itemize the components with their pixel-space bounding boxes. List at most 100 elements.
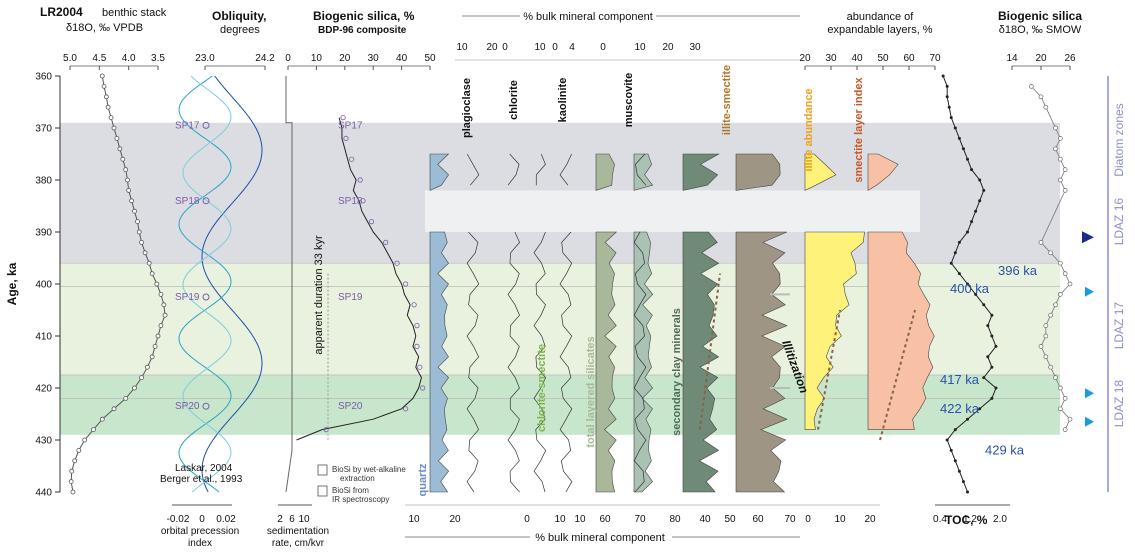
- lr04-point: [72, 458, 78, 464]
- mineral-label-quartz: quartz: [417, 463, 429, 497]
- precession-curve-2: [182, 75, 232, 493]
- o18-point: [1043, 323, 1049, 328]
- mineral-label-total layered silicates: total layered silicates: [585, 336, 597, 447]
- biosi-ir-point: [402, 281, 409, 287]
- lr04-axis-tick-label: 4.0: [122, 53, 136, 64]
- mineral-line-chlorite-smectite: [535, 153, 546, 186]
- toc-point: [974, 209, 978, 213]
- lr04-point: [149, 271, 155, 277]
- biosi-axis-tick-label: 40: [396, 53, 408, 64]
- minerals-top-tick: 0: [502, 42, 508, 53]
- toc-point: [970, 220, 974, 224]
- precession-tick-label: 0: [199, 514, 205, 525]
- lr04-axis-tick-label: 5.0: [63, 53, 77, 64]
- biosi-ir-point: [340, 115, 346, 121]
- legend-box-2: [317, 485, 328, 497]
- mineral-fill-total layered silicates: [595, 153, 615, 191]
- minerals-top-tick: 4: [569, 42, 575, 53]
- toc-point: [945, 95, 949, 99]
- o18-point: [1043, 354, 1049, 360]
- age-tick-label: 440: [35, 488, 52, 499]
- lr04-point: [82, 437, 88, 443]
- sp-marker: [202, 402, 210, 410]
- mineral-line-chlorite-smectite: [533, 231, 547, 493]
- minerals-bottom-tick: 10: [834, 514, 846, 525]
- lr04-point: [139, 239, 144, 245]
- o18-point: [1057, 406, 1063, 412]
- lr04-point: [70, 489, 76, 495]
- o18-point: [1062, 167, 1068, 172]
- toc-point: [966, 230, 969, 234]
- mineral-fill-quartz: [429, 231, 450, 493]
- lr04-point: [125, 177, 130, 183]
- mineral-label-chlorite-smectite: chlorite-smectite: [536, 344, 548, 432]
- legend-ir: BioSi from: [332, 486, 369, 495]
- biosi-ir-point: [343, 135, 349, 141]
- arrow-icon: [1085, 286, 1094, 297]
- minerals-bottom-tick: 70: [634, 514, 646, 525]
- lr04-point: [132, 385, 137, 391]
- o18-point: [1038, 240, 1044, 245]
- biosi-axis-tick-label: 10: [311, 53, 323, 64]
- expandable-axis-tick-label: 40: [851, 53, 863, 64]
- mineral-label-kaolinite: kaolinite: [557, 78, 569, 123]
- age-tick-label: 370: [35, 124, 52, 135]
- laskar-label: Laskar, 2004: [175, 463, 233, 474]
- expandable-axis-tick-label: 70: [929, 53, 941, 64]
- obliquity-subtitle: degrees: [220, 24, 260, 36]
- trend-arrow-1: [817, 309, 841, 430]
- toc-point: [961, 480, 965, 484]
- minerals-top-title: % bulk mineral component: [523, 11, 653, 23]
- lr04-point: [135, 219, 140, 225]
- zone-ldaz18: LDAZ 18: [1112, 380, 1126, 428]
- legend-wet-alkaline: BioSi by wet-alkaline: [332, 465, 406, 474]
- lr04-point: [158, 291, 164, 297]
- o18-point: [1057, 385, 1063, 391]
- smectite-fill: [867, 153, 899, 191]
- toc-point: [957, 136, 961, 140]
- lr04-point: [142, 250, 148, 256]
- mineral-label-chlorite: chlorite: [508, 80, 520, 120]
- lr04-axis-tick-label: 3.5: [151, 53, 165, 64]
- sedrate-label-2: rate, cm/kvr: [272, 538, 325, 549]
- sp-marker: [202, 197, 210, 205]
- sp-label-left: SP17: [175, 120, 200, 131]
- biosi-ir-point: [414, 322, 420, 329]
- zone-ldaz17: LDAZ 17: [1112, 302, 1126, 350]
- toc-point: [986, 324, 990, 328]
- age-tick-label: 380: [35, 176, 52, 187]
- o18-title: Biogenic silica: [998, 9, 1082, 23]
- mineral-line-kaolinite: [559, 153, 572, 186]
- o18-point: [1043, 333, 1049, 339]
- o18-point: [1057, 156, 1063, 162]
- toc-point: [990, 334, 994, 338]
- o18-point: [1062, 396, 1068, 401]
- mineral-fill-total layered silicates: [633, 231, 654, 493]
- lr04-point: [114, 135, 120, 141]
- lr04-point: [149, 354, 155, 360]
- mineral-line-muscovite: [635, 153, 647, 186]
- age-tick-label: 420: [35, 384, 52, 395]
- trend-arrow-0: [699, 273, 721, 430]
- expandable-axis-tick-label: 60: [903, 53, 915, 64]
- mineral-fill-illite-smectite: [735, 231, 788, 493]
- o18-point: [1048, 312, 1054, 318]
- mineral-fill-quartz: [429, 153, 450, 191]
- o18-point: [1062, 271, 1068, 276]
- toc-point: [978, 178, 982, 182]
- lr04-point: [136, 229, 142, 235]
- minerals-bottom-tick: 60: [752, 514, 764, 525]
- expandable-axis-tick-label: 30: [825, 53, 837, 64]
- age-tick-label: 400: [35, 280, 52, 291]
- toc-point: [947, 105, 951, 109]
- biosi-ir-point: [411, 302, 417, 308]
- lr04-point: [91, 427, 96, 433]
- o18-point: [1053, 302, 1058, 308]
- sedrate-line: [285, 76, 293, 493]
- o18-axis-tick-label: 14: [1006, 53, 1018, 64]
- toc-point: [957, 240, 961, 244]
- mineral-fill-secondary clay minerals: [682, 153, 720, 191]
- lr04-point: [99, 73, 105, 79]
- toc-point: [949, 116, 953, 120]
